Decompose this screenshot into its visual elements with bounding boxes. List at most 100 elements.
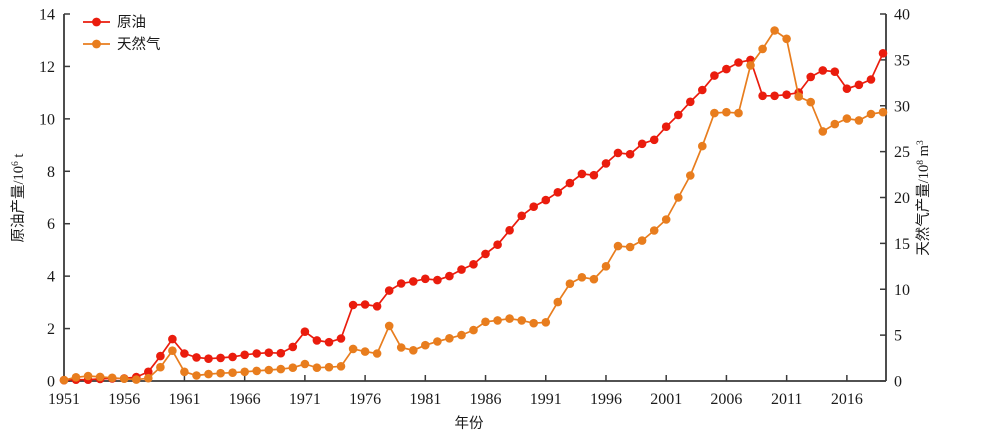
- data-point: [360, 300, 370, 309]
- data-point: [276, 348, 286, 358]
- data-point: [445, 271, 454, 281]
- data-point: [758, 44, 767, 54]
- data-point: [132, 375, 141, 384]
- data-point: [433, 337, 442, 346]
- data-point: [372, 302, 382, 311]
- data-point: [481, 249, 490, 259]
- data-point: [698, 85, 707, 95]
- data-point: [348, 300, 358, 310]
- data-point: [830, 67, 840, 76]
- data-point: [601, 262, 611, 271]
- data-point: [493, 316, 502, 325]
- data-point: [240, 350, 249, 360]
- y-left-tick-label: 12: [39, 59, 55, 76]
- data-point: [710, 71, 719, 80]
- data-point: [300, 359, 310, 369]
- data-point: [686, 171, 695, 180]
- data-point: [770, 91, 779, 101]
- series-天然气: [59, 26, 888, 385]
- data-point: [312, 363, 322, 373]
- data-point: [119, 374, 129, 384]
- data-point: [384, 286, 394, 295]
- y-right-tick-label: 25: [894, 144, 910, 161]
- x-tick-label: 1951: [48, 391, 80, 408]
- y-right-tick-label: 10: [894, 282, 910, 299]
- data-point: [192, 353, 201, 362]
- data-point: [541, 318, 551, 327]
- y-right-tick-label: 40: [894, 7, 910, 24]
- x-tick-label: 2011: [771, 391, 802, 408]
- data-point: [854, 80, 864, 90]
- data-point: [637, 236, 647, 245]
- data-point: [842, 114, 852, 123]
- data-point: [240, 367, 249, 377]
- data-point: [95, 372, 105, 382]
- data-point: [541, 195, 551, 205]
- data-point: [324, 362, 334, 372]
- data-point: [71, 373, 81, 382]
- data-point: [469, 260, 478, 269]
- data-point: [228, 368, 237, 378]
- data-point: [336, 334, 346, 343]
- data-point: [734, 58, 743, 67]
- data-point: [842, 84, 852, 93]
- data-point: [288, 363, 298, 373]
- data-point: [794, 92, 803, 101]
- x-tick-label: 1981: [409, 391, 441, 408]
- x-tick-label: 1971: [289, 391, 321, 408]
- data-point: [372, 349, 382, 358]
- legend-label-oil: 原油: [117, 14, 146, 31]
- data-point: [722, 107, 731, 117]
- legend-marker-oil: [92, 17, 101, 27]
- y-right-tick-label: 30: [894, 98, 910, 115]
- data-point: [156, 362, 165, 372]
- x-tick-label: 1966: [229, 391, 261, 408]
- data-point: [433, 275, 442, 285]
- y-right-tick-label: 0: [894, 374, 902, 391]
- data-point: [83, 371, 93, 381]
- y-left-tick-label: 14: [39, 7, 55, 24]
- data-point: [553, 188, 563, 197]
- data-point: [421, 340, 430, 350]
- data-point: [252, 349, 261, 358]
- x-tick-label: 1991: [530, 391, 562, 408]
- data-point: [421, 274, 430, 284]
- data-point: [360, 347, 370, 356]
- data-point: [517, 316, 526, 325]
- data-point: [59, 375, 69, 385]
- y-left-tick-label: 10: [39, 111, 55, 128]
- series-原油: [59, 49, 888, 385]
- data-point: [264, 348, 274, 358]
- x-tick-label: 1996: [590, 391, 622, 408]
- data-point: [613, 241, 623, 251]
- data-point: [577, 273, 587, 282]
- data-point: [758, 91, 767, 101]
- y-right-tick-label: 5: [894, 328, 902, 345]
- data-point: [589, 274, 599, 284]
- data-point: [674, 193, 683, 202]
- data-point: [625, 242, 635, 252]
- data-point: [457, 265, 466, 274]
- data-point: [276, 364, 286, 374]
- data-point: [312, 336, 322, 345]
- data-point: [553, 297, 563, 307]
- data-point: [746, 61, 755, 70]
- x-tick-label: 1986: [470, 391, 502, 408]
- data-point: [698, 141, 707, 151]
- data-point: [144, 367, 153, 377]
- x-tick-label: 1976: [349, 391, 381, 408]
- data-point: [505, 226, 514, 235]
- y-left-tick-label: 4: [47, 269, 55, 286]
- data-point: [384, 321, 394, 331]
- data-point: [288, 342, 298, 352]
- data-point: [674, 110, 683, 120]
- data-point: [637, 139, 647, 149]
- data-point: [722, 64, 731, 74]
- y-left-tick-label: 6: [47, 216, 55, 233]
- data-point: [529, 318, 538, 328]
- data-point: [686, 97, 695, 107]
- y-right-tick-label: 15: [894, 236, 910, 253]
- data-point: [866, 75, 876, 84]
